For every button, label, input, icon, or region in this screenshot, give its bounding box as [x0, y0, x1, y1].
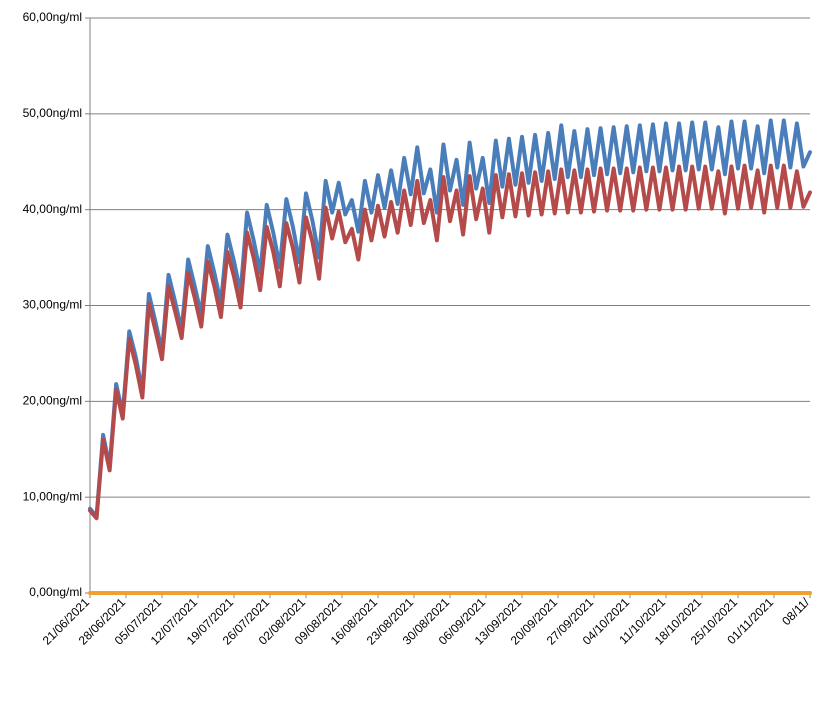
y-axis-tick-label: 30,00ng/ml [23, 298, 82, 312]
y-axis-tick-label: 50,00ng/ml [23, 106, 82, 120]
concentration-chart: 0,00ng/ml 10,00ng/ml 20,00ng/ml 30,00ng/ml 4… [0, 0, 825, 704]
y-axis-tick-label: 0,00ng/ml [29, 585, 82, 599]
y-axis-tick-label: 10,00ng/ml [23, 489, 82, 503]
y-axis-tick-label: 60,00ng/ml [23, 10, 82, 24]
y-axis-tick-label: 20,00ng/ml [23, 394, 82, 408]
y-axis-tick-label: 40,00ng/ml [23, 202, 82, 216]
